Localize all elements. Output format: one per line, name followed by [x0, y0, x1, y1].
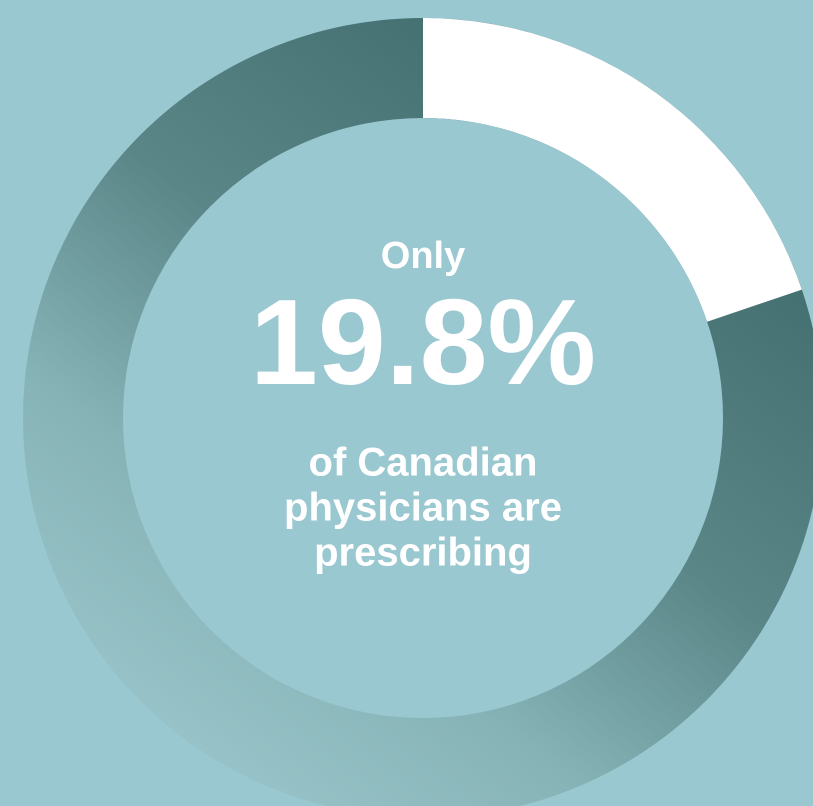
- inner-circle: [123, 118, 723, 718]
- caption-line: prescribing: [314, 531, 532, 575]
- caption-line: of Canadian: [309, 441, 538, 485]
- caption-line: physicians are: [284, 486, 562, 530]
- value-label: 19.8%: [250, 274, 596, 410]
- lead-text: Only: [381, 235, 465, 277]
- donut-segment: [423, 18, 802, 322]
